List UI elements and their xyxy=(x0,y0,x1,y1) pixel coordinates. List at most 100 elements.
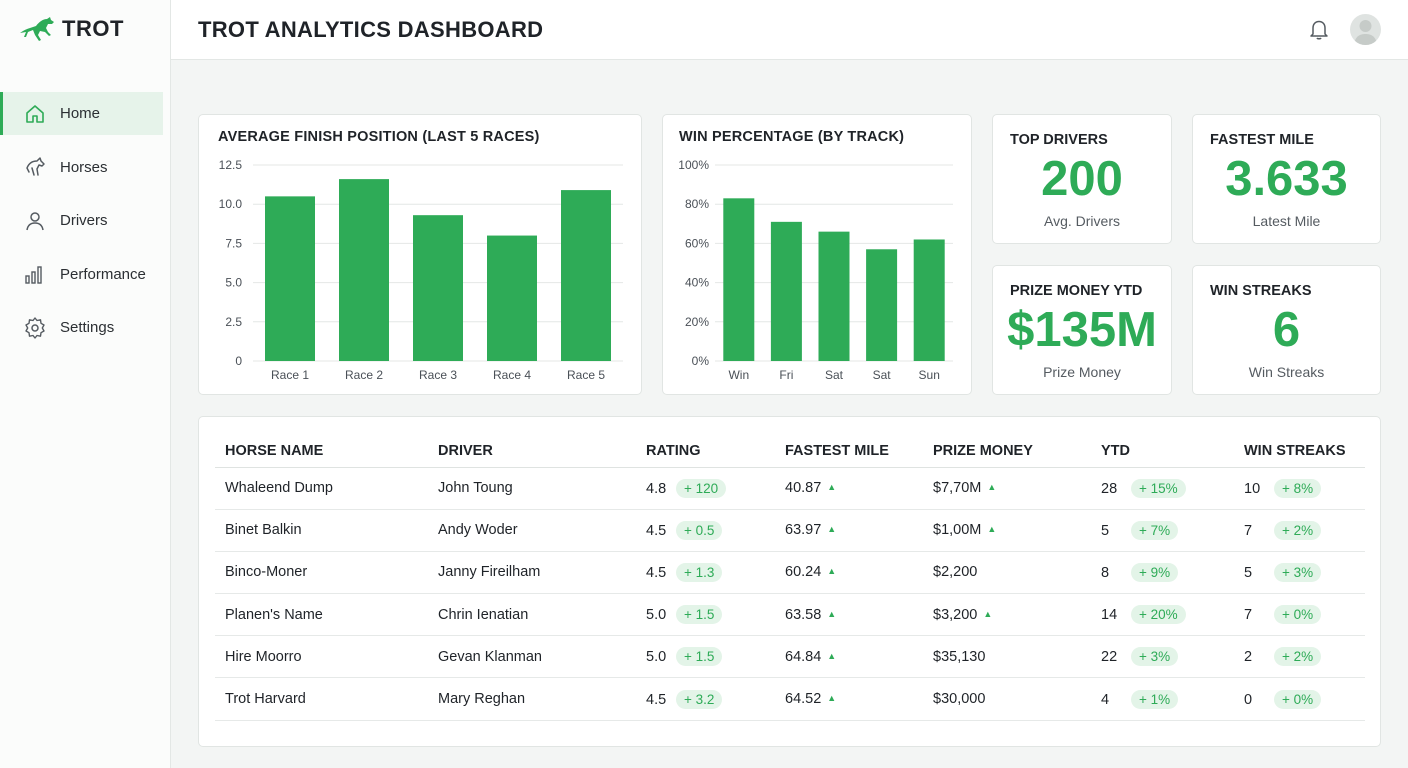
rating-value: 4.5 xyxy=(646,691,667,708)
brand[interactable]: TROT xyxy=(18,16,124,42)
column-header-rating[interactable]: RATING xyxy=(636,435,775,468)
table-row[interactable]: Binco-Moner Janny Fireilham 4.5 + 1.3 60.24 ▲… xyxy=(215,551,1365,595)
sidebar-item-drivers[interactable]: Drivers xyxy=(0,199,171,242)
y-tick-label: 10.0 xyxy=(219,197,243,211)
bar[interactable] xyxy=(866,249,898,361)
cell-fastest-mile: 60.24 ▲ xyxy=(775,551,923,595)
ytd-delta-badge: + 15% xyxy=(1131,478,1186,498)
ytd-delta-badge: + 20% xyxy=(1131,605,1186,625)
column-header-driver[interactable]: DRIVER xyxy=(428,435,636,468)
rating-value: 4.5 xyxy=(646,522,667,539)
table-row[interactable]: Binet Balkin Andy Woder 4.5 + 0.5 63.97 ▲ $1,0… xyxy=(215,509,1365,552)
stat-value: 3.633 xyxy=(1225,152,1348,206)
cell-horse-name: Whaleend Dump xyxy=(215,467,428,510)
column-header-horse[interactable]: HORSE NAME xyxy=(215,435,428,468)
sidebar-item-label: Home xyxy=(60,105,101,122)
cell-ytd: 22 + 3% xyxy=(1091,635,1234,679)
column-header-win-streaks[interactable]: WIN STREAKS xyxy=(1234,435,1365,468)
table-row[interactable]: Whaleend Dump John Toung 4.8 + 120 40.87 ▲ $7,… xyxy=(215,467,1365,510)
cell-win-streaks: 10 + 8% xyxy=(1234,467,1365,510)
column-header-fastest-mile[interactable]: FASTEST MILE xyxy=(775,435,923,468)
cell-fastest-mile: 63.97 ▲ xyxy=(775,509,923,552)
cell-rating: 4.8 + 120 xyxy=(636,467,775,510)
bar[interactable] xyxy=(413,215,463,361)
sidebar-item-performance[interactable]: Performance xyxy=(0,253,171,296)
ytd-value: 14 xyxy=(1101,607,1118,624)
sidebar-item-label: Drivers xyxy=(60,212,108,229)
cell-driver: Andy Woder xyxy=(428,509,636,552)
sidebar-item-home[interactable]: Home xyxy=(0,92,163,135)
x-tick-label: Race 3 xyxy=(419,368,457,382)
sidebar-item-settings[interactable]: Settings xyxy=(0,306,171,349)
horse-icon xyxy=(24,156,46,178)
streak-value: 7 xyxy=(1244,522,1253,539)
x-tick-label: Race 4 xyxy=(493,368,531,382)
ytd-value: 22 xyxy=(1101,649,1118,666)
bar[interactable] xyxy=(770,221,802,361)
stat-value: 6 xyxy=(1272,303,1301,357)
brand-name: TROT xyxy=(62,16,124,41)
bar[interactable] xyxy=(339,179,389,361)
table-row[interactable]: Trot Harvard Mary Reghan 4.5 + 3.2 64.52 ▲ $30… xyxy=(215,677,1365,721)
mile-value: 40.87 xyxy=(785,480,822,497)
cell-ytd: 8 + 9% xyxy=(1091,551,1234,595)
sidebar-item-label: Performance xyxy=(60,265,146,283)
sidebar-item-label: Horses xyxy=(60,158,108,176)
bar[interactable] xyxy=(818,231,850,361)
streak-delta-badge: + 0% xyxy=(1274,605,1322,625)
horses-table-card: HORSE NAME DRIVER RATING FASTEST MILE PR… xyxy=(198,416,1381,747)
cell-win-streaks: 7 + 0% xyxy=(1234,593,1365,637)
bar[interactable] xyxy=(723,198,755,361)
ytd-delta-badge: + 7% xyxy=(1131,520,1179,540)
y-tick-label: 0 xyxy=(235,354,242,368)
rating-delta-badge: + 120 xyxy=(676,478,727,498)
cell-win-streaks: 7 + 2% xyxy=(1234,509,1365,552)
cell-win-streaks: 0 + 0% xyxy=(1234,677,1365,721)
horse-logo-icon xyxy=(20,17,54,41)
cell-ytd: 4 + 1% xyxy=(1091,677,1234,721)
cell-ytd: 5 + 7% xyxy=(1091,509,1234,552)
up-arrow-icon: ▲ xyxy=(987,482,997,493)
bar[interactable] xyxy=(487,235,537,361)
sidebar-nav: Home Horses Drivers Performance Settings xyxy=(0,92,171,360)
prize-value: $30,000 xyxy=(933,691,986,708)
streak-value: 10 xyxy=(1244,480,1261,497)
rating-value: 4.8 xyxy=(646,480,667,497)
cell-rating: 4.5 + 3.2 xyxy=(636,677,775,721)
avatar[interactable] xyxy=(1350,14,1381,45)
bar[interactable] xyxy=(913,239,945,361)
bar[interactable] xyxy=(561,190,611,361)
user-icon xyxy=(24,210,46,232)
stat-value: $135M xyxy=(1007,303,1157,357)
cell-fastest-mile: 40.87 ▲ xyxy=(775,467,923,510)
column-header-ytd[interactable]: YTD xyxy=(1091,435,1234,468)
stat-subtitle: Latest Mile xyxy=(1252,213,1321,229)
stat-title: TOP DRIVERS xyxy=(1010,132,1108,148)
streak-value: 0 xyxy=(1244,691,1253,708)
mile-value: 64.52 xyxy=(785,691,822,708)
cell-driver: Mary Reghan xyxy=(428,677,636,721)
ytd-delta-badge: + 3% xyxy=(1131,647,1179,667)
stat-subtitle: Win Streaks xyxy=(1248,364,1325,380)
bar[interactable] xyxy=(265,196,315,361)
y-tick-label: 12.5 xyxy=(219,158,243,172)
y-tick-label: 40% xyxy=(685,276,709,290)
x-tick-label: Race 1 xyxy=(271,368,309,382)
column-header-prize-money[interactable]: PRIZE MONEY xyxy=(923,435,1091,468)
x-tick-label: Sat xyxy=(873,368,892,382)
streak-delta-badge: + 0% xyxy=(1274,689,1322,709)
bell-icon[interactable] xyxy=(1307,17,1331,41)
table-row[interactable]: Hire Moorro Gevan Klanman 5.0 + 1.5 64.84 ▲ $3… xyxy=(215,635,1365,679)
cell-fastest-mile: 63.58 ▲ xyxy=(775,593,923,637)
cell-win-streaks: 2 + 2% xyxy=(1234,635,1365,679)
y-tick-label: 20% xyxy=(685,315,709,329)
y-tick-label: 7.5 xyxy=(225,236,242,250)
sidebar-item-horses[interactable]: Horses xyxy=(0,146,171,189)
rating-value: 5.0 xyxy=(646,607,667,624)
table-row[interactable]: Planen's Name Chrin Ienatian 5.0 + 1.5 63.58… xyxy=(215,593,1365,637)
page-title: TROT ANALYTICS DASHBOARD xyxy=(198,17,544,42)
avg-finish-chart: 0 2.5 5.0 7.5 10.0 12.5 Race 1 Race 2 Race 3 Race… xyxy=(219,158,623,382)
rating-value: 4.5 xyxy=(646,564,667,581)
cell-prize-money: $30,000 xyxy=(923,677,1091,721)
table-body: Whaleend Dump John Toung 4.8 + 120 40.87 ▲ $7,… xyxy=(215,467,1365,721)
